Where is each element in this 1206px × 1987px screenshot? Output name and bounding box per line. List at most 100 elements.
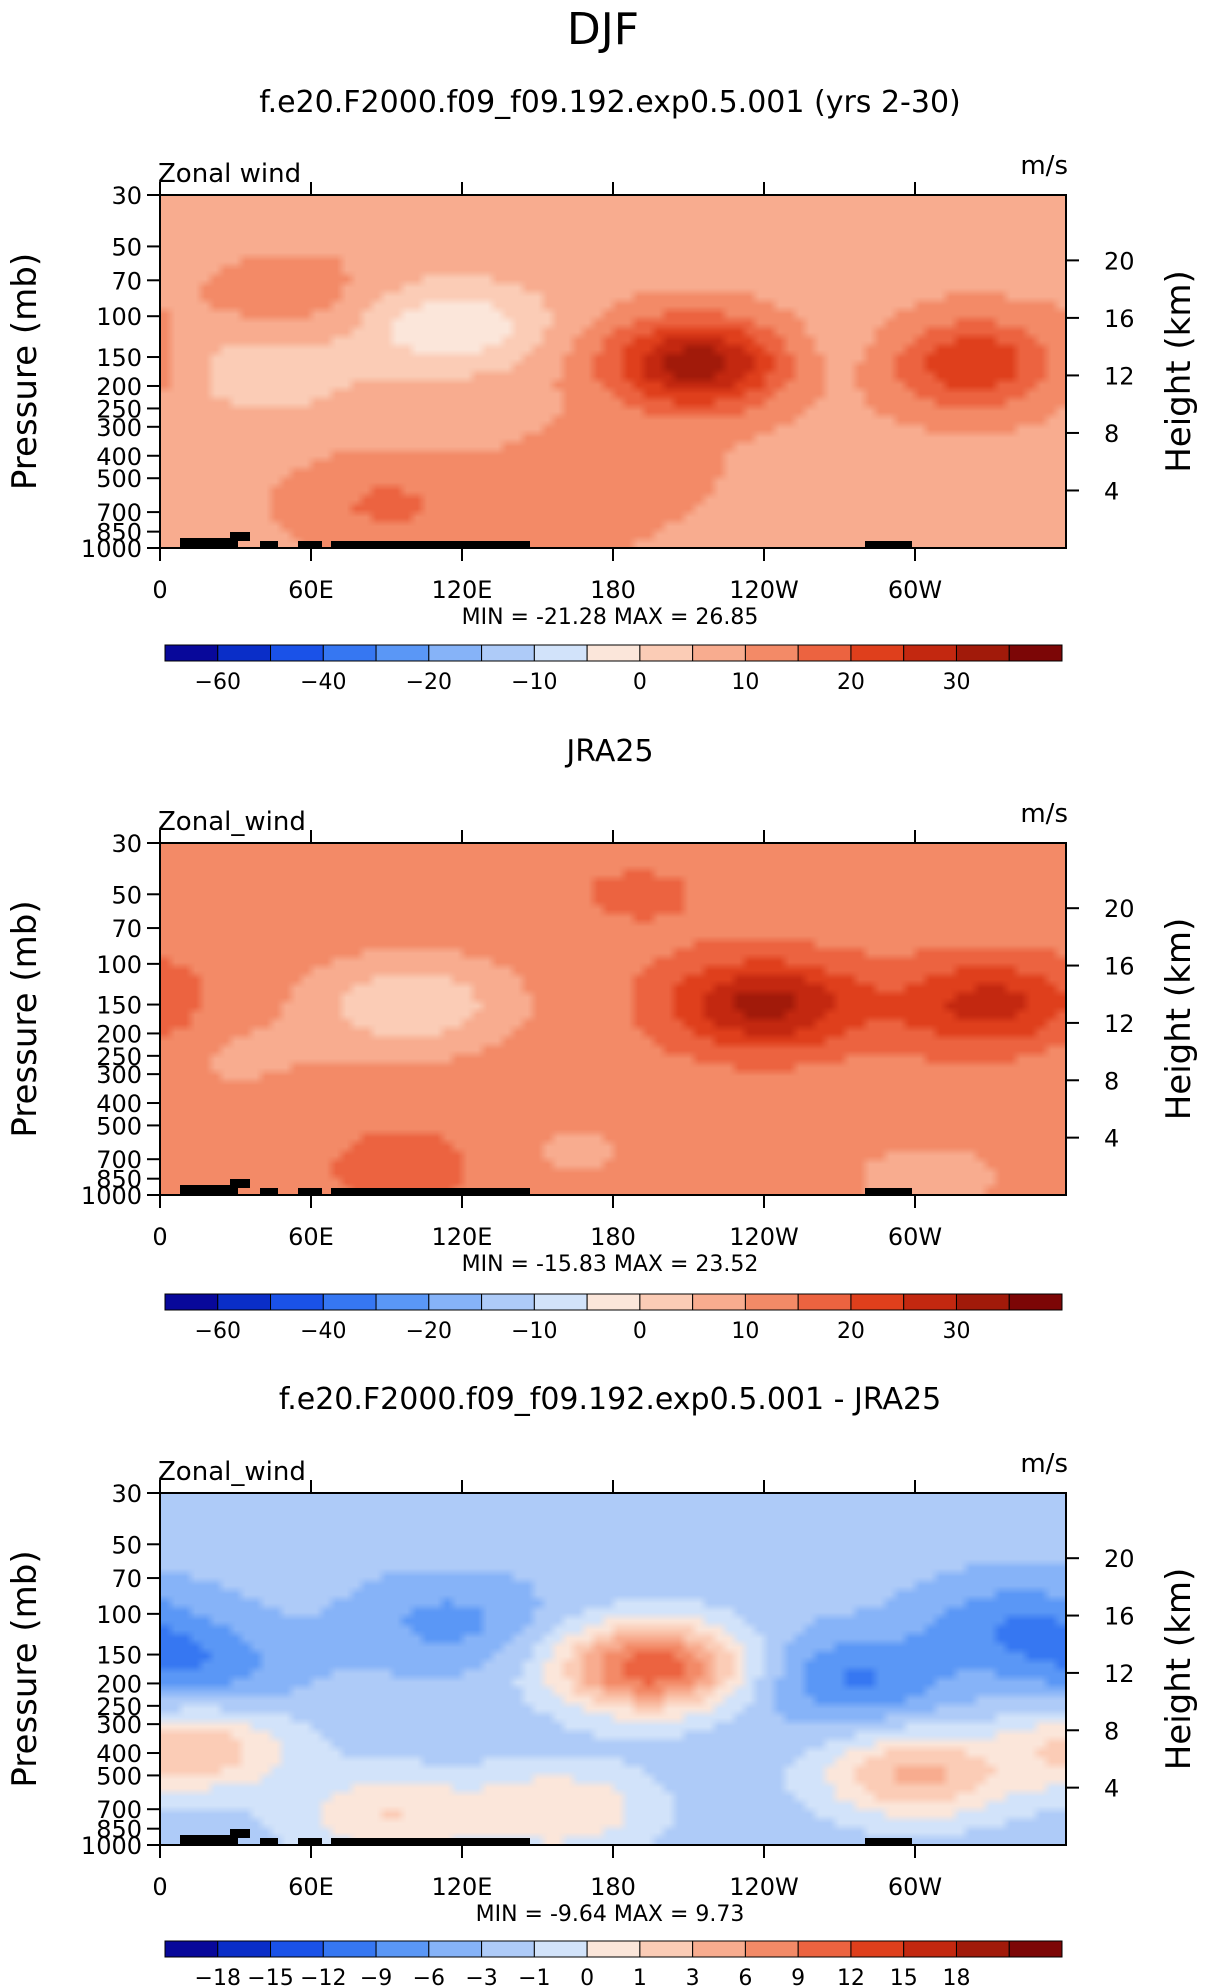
colorbar-swatch	[903, 644, 957, 662]
colorbar-swatch	[692, 1940, 746, 1958]
min-max-stats: MIN = -21.28 MAX = 26.85	[462, 605, 759, 630]
pressure-tick-label: 400	[96, 1090, 142, 1118]
pressure-tick-label: 1000	[81, 535, 142, 563]
topography-mask	[865, 1838, 912, 1845]
colorbar-label: −18	[195, 1966, 241, 1987]
panel-title: f.e20.F2000.f09_f09.192.exp0.5.001 (yrs …	[259, 85, 961, 120]
topography-mask	[298, 541, 322, 548]
colorbar-label: 0	[580, 1966, 594, 1987]
height-tick-label: 12	[1104, 1010, 1135, 1038]
lon-tick-label: 0	[152, 576, 167, 604]
topography-mask	[331, 541, 390, 548]
lon-tick-label: 0	[152, 1873, 167, 1901]
colorbar-label: −1	[518, 1966, 550, 1987]
variable-label: Zonal wind	[158, 159, 301, 189]
lon-tick-label: 180	[590, 1873, 636, 1901]
min-max-stats: MIN = -9.64 MAX = 9.73	[476, 1902, 745, 1927]
pressure-tick-label: 30	[111, 1480, 142, 1508]
topography-mask	[217, 1185, 238, 1195]
colorbar-label: 3	[686, 1966, 700, 1987]
colorbar-label: −20	[406, 670, 452, 695]
height-tick-label: 12	[1104, 1660, 1135, 1688]
colorbar-swatch	[639, 644, 694, 662]
lon-tick-label: 60E	[288, 576, 334, 604]
height-tick-label: 16	[1104, 305, 1135, 333]
colorbar-swatch	[586, 1293, 641, 1311]
contour-field	[160, 843, 1066, 1195]
lon-tick-label: 60E	[288, 1223, 334, 1251]
colorbar-swatch	[955, 1940, 1010, 1958]
colorbar-swatch	[744, 1293, 799, 1311]
colorbar-swatch	[955, 1293, 1010, 1311]
colorbar-swatch	[375, 644, 430, 662]
pressure-tick-label: 700	[96, 1796, 142, 1824]
pressure-tick-label: 70	[111, 1565, 142, 1593]
lon-tick-label: 0	[152, 1223, 167, 1251]
topography-mask	[217, 1835, 238, 1845]
pressure-axis-title: Pressure (mb)	[5, 900, 45, 1137]
lon-tick-label: 120E	[432, 576, 493, 604]
topography-mask	[390, 1838, 515, 1845]
pressure-tick-label: 500	[96, 1762, 142, 1790]
colorbar-swatch	[428, 1293, 483, 1311]
colorbar-swatch	[903, 1940, 957, 1958]
colorbar-label: −20	[406, 1319, 452, 1344]
colorbar-label: 12	[837, 1966, 865, 1987]
pressure-tick-label: 200	[96, 1020, 142, 1048]
colorbar-label: 20	[837, 1319, 865, 1344]
colorbar-swatch	[586, 644, 641, 662]
height-tick-label: 20	[1104, 1545, 1135, 1573]
pressure-tick-label: 1000	[81, 1832, 142, 1860]
colorbar-label: −10	[511, 1319, 557, 1344]
topography-mask	[390, 1188, 515, 1195]
min-max-stats: MIN = -15.83 MAX = 23.52	[462, 1252, 759, 1277]
colorbar-swatch	[850, 644, 905, 662]
colorbar-label: 15	[890, 1966, 918, 1987]
colorbar-label: 20	[837, 670, 865, 695]
colorbar-swatch	[797, 1293, 852, 1311]
pressure-tick-label: 70	[111, 915, 142, 943]
height-tick-label: 8	[1104, 1717, 1119, 1745]
colorbar-swatch	[744, 1940, 799, 1958]
colorbar-label: 30	[942, 670, 970, 695]
height-tick-label: 20	[1104, 247, 1135, 275]
colorbar-swatch	[270, 644, 324, 662]
colorbar-label: −6	[413, 1966, 445, 1987]
colorbar-label: 0	[633, 670, 647, 695]
colorbar-swatch	[1008, 644, 1063, 662]
topography-mask	[331, 1188, 390, 1195]
pressure-tick-label: 30	[111, 830, 142, 858]
colorbar-label: −40	[300, 670, 346, 695]
colorbar-label: −60	[195, 670, 241, 695]
topography-mask	[298, 1188, 322, 1195]
variable-label: Zonal_wind	[158, 1457, 306, 1487]
height-axis-title: Height (km)	[1159, 270, 1199, 473]
colorbar-swatch	[744, 644, 799, 662]
pressure-tick-label: 70	[111, 267, 142, 295]
height-tick-label: 16	[1104, 953, 1135, 981]
topography-mask	[217, 538, 238, 548]
colorbar-label: 18	[942, 1966, 970, 1987]
pressure-tick-label: 700	[96, 499, 142, 527]
height-tick-label: 4	[1104, 1125, 1119, 1153]
colorbar-swatch	[217, 1940, 272, 1958]
height-tick-label: 4	[1104, 477, 1119, 505]
lon-tick-label: 120W	[729, 1223, 799, 1251]
pressure-tick-label: 50	[111, 233, 142, 261]
colorbar-label: −12	[300, 1966, 346, 1987]
topography-mask	[230, 1179, 250, 1188]
colorbar-swatch	[692, 1293, 746, 1311]
pressure-tick-label: 300	[96, 414, 142, 442]
lon-tick-label: 120E	[432, 1223, 493, 1251]
colorbar-swatch	[797, 644, 852, 662]
topography-mask	[508, 1188, 530, 1195]
pressure-tick-label: 400	[96, 1740, 142, 1768]
colorbar-swatch	[533, 1940, 588, 1958]
colorbar-swatch	[481, 1940, 535, 1958]
colorbar-swatch	[639, 1293, 694, 1311]
colorbar-swatch	[692, 644, 746, 662]
topography-mask	[180, 1835, 218, 1845]
height-tick-label: 16	[1104, 1603, 1135, 1631]
pressure-tick-label: 200	[96, 1670, 142, 1698]
